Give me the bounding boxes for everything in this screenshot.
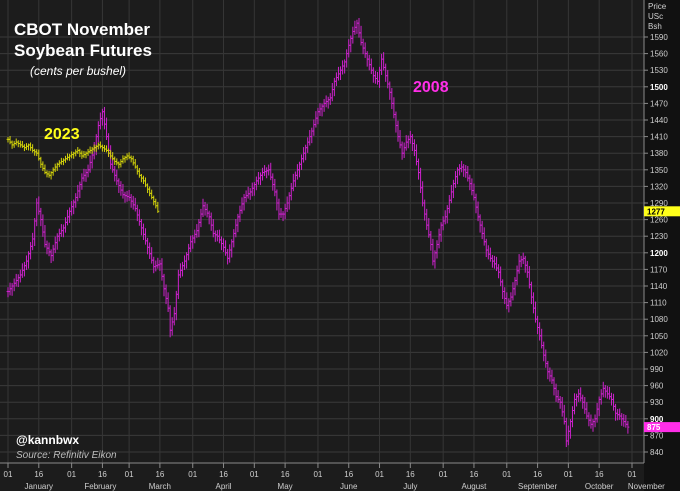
x-tick-label: 01 [67, 470, 76, 479]
y-axis: 840 870 900 930 960 990 1020 1050 1080 1110 1140 11… [644, 2, 668, 457]
y-tick-label: 1440 [650, 116, 668, 125]
last-value-2008-box [644, 422, 680, 433]
y-axis-header: USc [648, 12, 663, 21]
x-month-label: March [149, 482, 171, 491]
y-tick-label: 1110 [650, 299, 667, 308]
y-tick-label: 930 [650, 398, 664, 407]
y-tick-label: 1080 [650, 315, 668, 324]
y-tick-label: 1530 [650, 66, 668, 75]
x-tick-label: 16 [595, 470, 604, 479]
y-tick-label: 900 [650, 415, 664, 424]
y-tick-label: 1290 [650, 199, 668, 208]
source-note: Source: Refinitiv Eikon [16, 450, 117, 461]
x-month-label: August [461, 482, 487, 491]
x-month-label: July [403, 482, 417, 491]
x-tick-label: 01 [375, 470, 384, 479]
y-axis-header: Bsh [648, 22, 662, 31]
x-tick-label: 01 [250, 470, 259, 479]
x-month-label: September [518, 482, 557, 491]
x-tick-label: 16 [98, 470, 107, 479]
last-value-2008-text: 875 [647, 423, 661, 432]
y-tick-label: 1230 [650, 232, 668, 241]
y-tick-label: 1050 [650, 332, 668, 341]
y-tick-label: 1170 [650, 265, 668, 274]
x-tick-label: 16 [155, 470, 164, 479]
y-tick-label: 1560 [650, 50, 668, 59]
y-tick-label: 1410 [650, 133, 668, 142]
gridlines [0, 0, 644, 463]
chart-title: CBOT November Soybean Futures [14, 19, 152, 61]
x-month-label: February [84, 482, 116, 491]
x-tick-label: 16 [344, 470, 353, 479]
last-value-tags: 1277 875 [644, 206, 680, 433]
x-tick-label: 01 [313, 470, 322, 479]
x-tick-label: 16 [533, 470, 542, 479]
y-tick-label: 840 [650, 448, 664, 457]
series-label-2008: 2008 [413, 79, 449, 96]
last-value-2023-text: 1277 [647, 207, 665, 216]
y-axis-header: Price [648, 2, 667, 11]
x-month-label: January [25, 482, 53, 491]
title-line-1: CBOT November [14, 20, 151, 39]
y-tick-label: 1020 [650, 348, 668, 357]
y-tick-label: 1500 [650, 83, 668, 92]
series-2008 [6, 17, 630, 448]
x-month-label: November [628, 482, 665, 491]
y-tick-label: 870 [650, 431, 664, 440]
x-tick-label: 01 [564, 470, 573, 479]
y-tick-label: 990 [650, 365, 664, 374]
x-tick-label: 16 [219, 470, 228, 479]
axis-panel [644, 0, 680, 491]
x-tick-label: 16 [406, 470, 415, 479]
y-tick-label: 1320 [650, 182, 668, 191]
x-tick-label: 01 [4, 470, 13, 479]
x-tick-label: 01 [628, 470, 637, 479]
y-tick-label: 1380 [650, 149, 668, 158]
chart-subtitle: (cents per bushel) [30, 64, 127, 78]
x-month-label: May [278, 482, 293, 491]
series-2023 [6, 135, 160, 213]
y-tick-label: 1590 [650, 33, 668, 42]
x-tick-label: 01 [502, 470, 511, 479]
y-tick-label: 1200 [650, 249, 668, 258]
x-tick-label: 16 [469, 470, 478, 479]
y-tick-label: 960 [650, 382, 664, 391]
x-month-label: April [216, 482, 232, 491]
y-tick-label: 1140 [650, 282, 668, 291]
y-tick-label: 1260 [650, 216, 668, 225]
x-tick-label: 01 [188, 470, 197, 479]
y-tick-label: 1350 [650, 166, 668, 175]
x-axis: 01 16 01 16 01 16 01 16 01 16 01 16 01 16 01 16 01 16 01 16… [4, 463, 665, 491]
x-month-label: June [340, 482, 358, 491]
y-tick-label: 1470 [650, 99, 668, 108]
series-label-2023: 2023 [44, 126, 80, 143]
title-line-2: Soybean Futures [14, 41, 152, 60]
x-tick-label: 01 [439, 470, 448, 479]
x-tick-label: 16 [281, 470, 290, 479]
x-tick-label: 16 [34, 470, 43, 479]
author-handle: @kannbwx [16, 433, 80, 447]
x-month-label: October [585, 482, 614, 491]
last-value-2023-box [644, 206, 680, 217]
x-tick-label: 01 [125, 470, 134, 479]
